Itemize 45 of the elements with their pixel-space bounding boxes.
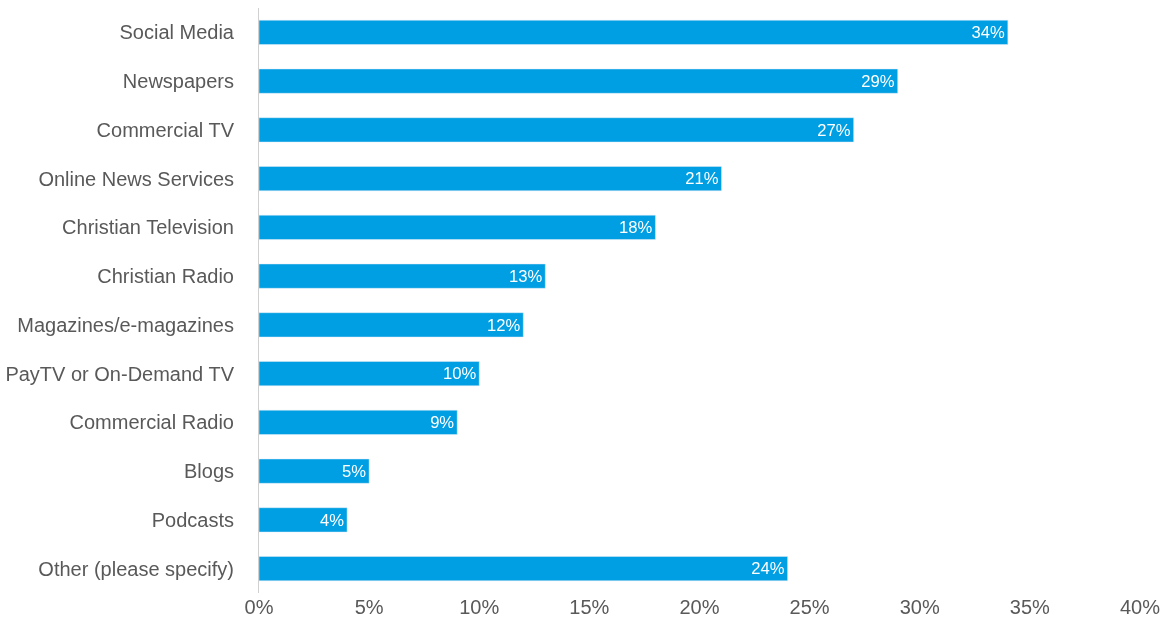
data-label: 21% <box>685 169 719 189</box>
bar <box>259 458 370 484</box>
bar <box>259 409 458 435</box>
y-tick-label: PayTV or On-Demand TV <box>5 362 235 385</box>
x-tick-label: 40% <box>1119 596 1161 618</box>
y-tick-label: Newspapers <box>122 70 234 93</box>
y-tick-label: Other (please specify) <box>38 557 234 580</box>
x-tick-label: 0% <box>244 596 274 618</box>
data-label: 27% <box>817 120 851 140</box>
data-label: 13% <box>508 266 543 286</box>
x-tick-label: 30% <box>899 596 940 618</box>
data-label: 18% <box>619 218 653 238</box>
bar <box>259 556 788 582</box>
bar <box>259 19 1009 45</box>
y-tick-label: Magazines/e-magazines <box>17 313 234 336</box>
x-tick-label: 10% <box>459 596 500 618</box>
bar <box>259 166 722 192</box>
data-label: 5% <box>342 461 367 481</box>
y-tick-label: Online News Services <box>38 167 234 190</box>
y-tick-label: Podcasts <box>151 508 234 531</box>
x-tick-label: 5% <box>354 596 384 618</box>
data-label: 29% <box>861 71 895 91</box>
bar <box>259 361 480 387</box>
data-label: 12% <box>486 315 521 335</box>
x-tick-label: 15% <box>569 596 610 618</box>
bar <box>259 214 656 240</box>
bar <box>259 312 524 338</box>
x-tick-label: 25% <box>789 596 830 618</box>
data-label: 10% <box>442 364 477 384</box>
bar <box>259 68 898 94</box>
data-label: 9% <box>430 413 455 433</box>
data-label: 34% <box>971 23 1005 43</box>
y-tick-label: Christian Television <box>62 216 234 239</box>
bar <box>259 117 854 143</box>
data-label: 4% <box>319 510 345 530</box>
x-tick-label: 35% <box>1009 596 1051 618</box>
data-label: 24% <box>751 559 785 579</box>
y-tick-label: Commercial TV <box>96 118 235 141</box>
y-tick-label: Blogs <box>183 460 234 483</box>
y-tick-label: Social Media <box>119 21 235 44</box>
y-tick-label: Christian Radio <box>97 265 234 288</box>
y-tick-label: Commercial Radio <box>69 411 234 434</box>
bar <box>259 263 546 289</box>
bar <box>259 507 348 533</box>
x-tick-label: 20% <box>679 596 720 618</box>
